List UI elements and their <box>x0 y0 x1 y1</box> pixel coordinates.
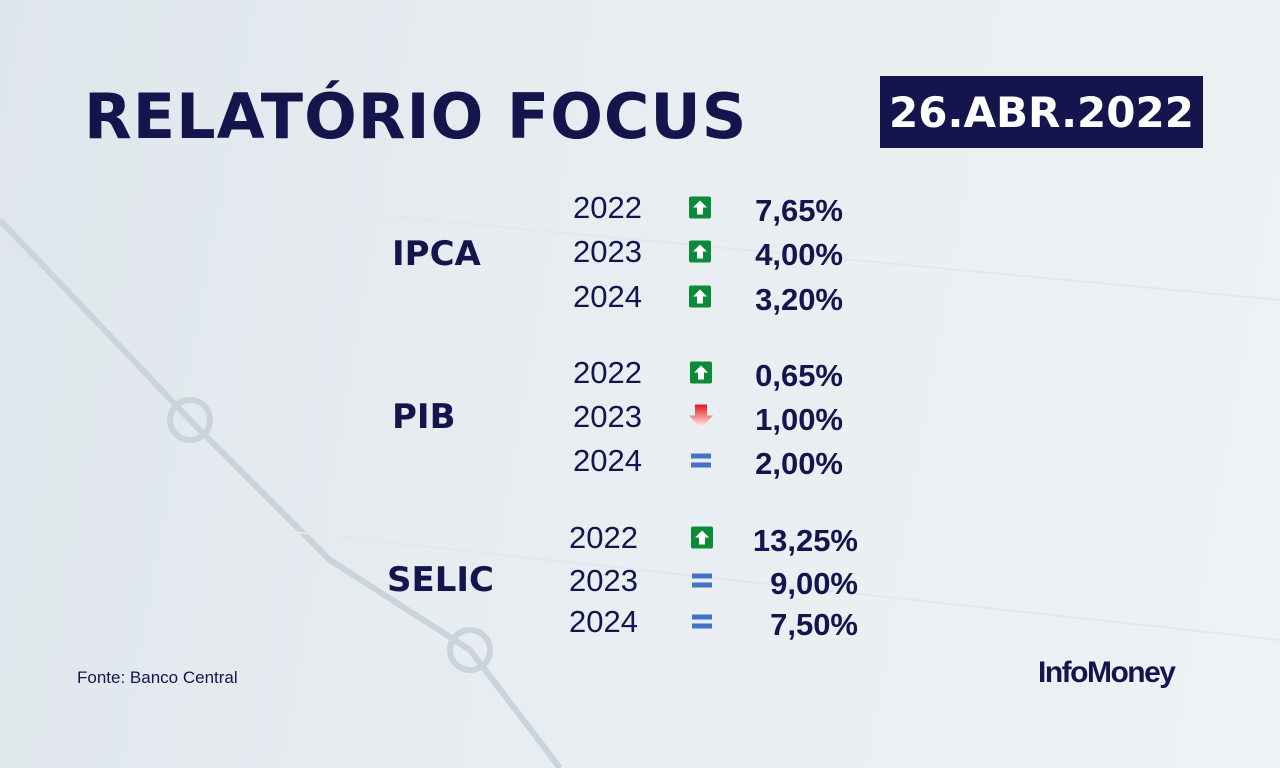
year-label: 2022 <box>573 355 642 390</box>
equal-icon <box>691 571 713 596</box>
indicator-label: PIB <box>392 397 456 437</box>
year-label: 2024 <box>573 443 642 478</box>
year-label: 2023 <box>573 234 642 269</box>
up-arrow-icon <box>688 285 712 314</box>
up-arrow-icon <box>689 361 713 390</box>
forecast-value: 7,65% <box>755 193 843 228</box>
year-label: 2022 <box>573 190 642 225</box>
source-note: Fonte: Banco Central <box>77 668 238 687</box>
year-label: 2024 <box>569 604 638 639</box>
indicator-label: IPCA <box>392 234 481 274</box>
date-badge: 26.ABR.2022 <box>880 76 1203 148</box>
forecast-value: 2,00% <box>755 446 843 481</box>
up-arrow-icon <box>688 240 712 269</box>
forecast-value: 3,20% <box>755 282 843 317</box>
up-arrow-icon <box>690 526 714 555</box>
indicator-label: SELIC <box>387 560 494 600</box>
year-label: 2022 <box>569 520 638 555</box>
equal-icon <box>691 612 713 637</box>
infomoney-logo: InfoMoney <box>1038 656 1176 689</box>
down-arrow-icon <box>688 404 714 435</box>
forecast-value: 7,50% <box>770 607 858 642</box>
year-label: 2024 <box>573 279 642 314</box>
forecast-value: 9,00% <box>770 566 858 601</box>
forecast-value: 13,25% <box>752 523 858 558</box>
page-title: RELATÓRIO FOCUS <box>84 80 748 153</box>
up-arrow-icon <box>688 196 712 225</box>
forecast-value: 0,65% <box>755 358 843 393</box>
forecast-value: 4,00% <box>755 237 843 272</box>
year-label: 2023 <box>569 563 638 598</box>
forecast-value: 1,00% <box>755 402 843 437</box>
equal-icon <box>690 451 712 476</box>
year-label: 2023 <box>573 399 642 434</box>
